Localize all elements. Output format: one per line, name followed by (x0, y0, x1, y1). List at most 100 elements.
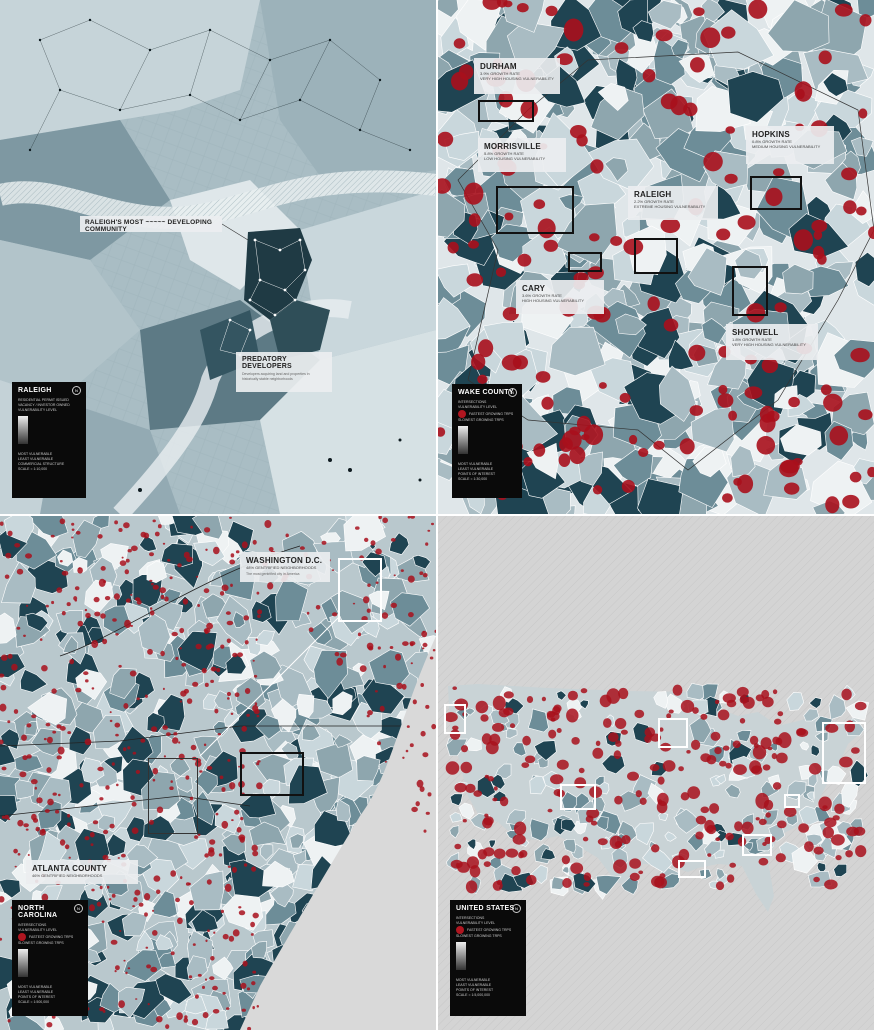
growth-dot (589, 233, 600, 242)
growth-dot (412, 699, 417, 705)
growth-dot (216, 667, 221, 673)
growth-dot (498, 90, 514, 108)
growth-dot (91, 640, 99, 648)
growth-dot (59, 518, 66, 525)
tract-shape (184, 995, 207, 1015)
growth-dot (204, 527, 211, 533)
morrisville-callout: MORRISVILLE 5.8% GROWTH RATE LOW HOUSING… (478, 138, 566, 172)
growth-dot (217, 733, 221, 736)
tract-shape (169, 756, 191, 777)
growth-dot (583, 872, 592, 881)
legend-item: INTERSECTIONS (18, 923, 47, 927)
growth-dot (468, 240, 479, 249)
growth-dot (26, 754, 32, 759)
tract-shape (212, 956, 234, 980)
tract-shape (780, 424, 822, 456)
growth-dot (561, 855, 570, 865)
growth-dot (831, 834, 845, 846)
hopkins-callout: HOPKINS 0.8% GROWTH RATE MEDIUM HOUSING … (746, 126, 834, 164)
growth-dot (722, 493, 733, 503)
tract-shape (249, 650, 282, 681)
tract-shape (590, 86, 645, 141)
tract-shape (83, 882, 104, 901)
growth-dot (66, 602, 71, 607)
growth-dot (0, 896, 5, 903)
growth-dot (225, 611, 231, 615)
growth-dot (230, 583, 233, 587)
growth-dot (118, 528, 123, 532)
growth-dot (71, 528, 75, 531)
tract-shape (27, 692, 68, 726)
growth-dot (152, 930, 158, 936)
growth-dot (501, 354, 522, 371)
legend-item: INTERSECTIONS (456, 916, 485, 920)
growth-dot (438, 131, 454, 147)
connector-line (199, 615, 341, 757)
growth-dot (67, 813, 71, 818)
tract-shape (62, 635, 79, 654)
raleigh-legend-title: RALEIGH (18, 387, 52, 394)
growth-dot (370, 540, 376, 546)
growth-dot (136, 697, 140, 701)
tract-shape (664, 831, 677, 842)
tract-shape (6, 1011, 45, 1030)
united-states-map-panel: N UNITED STATES INTERSECTIONS VULNERABIL… (438, 516, 874, 1030)
growth-dot (231, 819, 234, 822)
hopkins-focus-box (750, 176, 802, 210)
growth-dot (243, 863, 248, 867)
growth-dot (649, 764, 660, 772)
growth-dot (822, 826, 834, 839)
growth-dot (13, 709, 19, 714)
growth-dot (483, 861, 491, 867)
growth-dot (189, 796, 194, 801)
tract-shape (449, 793, 464, 806)
growth-dot (119, 930, 122, 932)
growth-dot (733, 764, 747, 775)
growth-dot (521, 762, 530, 768)
growth-dot (69, 659, 75, 665)
growth-dot (496, 0, 508, 8)
growth-dot (90, 843, 94, 846)
growth-dot (170, 951, 175, 956)
growth-dot (151, 582, 154, 586)
growth-dot (156, 806, 164, 814)
legend-item: LEAST VULNERABLE (18, 457, 54, 461)
growth-dot (395, 653, 402, 661)
tract-shape (512, 742, 527, 757)
growth-dot (422, 752, 429, 758)
red-dot-icon (458, 410, 466, 418)
growth-dot (150, 966, 158, 973)
growth-dot (152, 767, 159, 775)
legend-item: SLOWEST GROWING TRPS (18, 941, 64, 945)
growth-dot (752, 745, 767, 760)
growth-dot (832, 815, 840, 821)
growth-dot (212, 985, 218, 991)
growth-dot (756, 436, 776, 455)
growth-dot (431, 723, 436, 730)
tract-shape (642, 844, 674, 873)
growth-dot (760, 737, 772, 750)
growth-dot (177, 917, 183, 925)
tract-shape (140, 771, 181, 811)
growth-dot (118, 1000, 125, 1008)
growth-dot (784, 482, 800, 495)
growth-dot (71, 536, 74, 539)
vulnerability-gradient (456, 942, 466, 970)
growth-dot (253, 674, 258, 678)
growth-dot (420, 730, 426, 737)
growth-dot (454, 782, 467, 793)
growth-dot (438, 427, 446, 437)
tract-shape (158, 516, 177, 525)
vulnerability-gradient (18, 416, 28, 444)
growth-dot (221, 787, 226, 792)
growth-dot (89, 904, 95, 912)
growth-dot (115, 733, 119, 737)
legend-item: FASTEST GROWING TRPS (456, 926, 520, 934)
growth-dot (98, 578, 106, 587)
growth-dot (93, 596, 100, 603)
growth-dot (431, 522, 434, 526)
growth-dot (427, 792, 432, 797)
growth-dot (576, 134, 588, 147)
growth-dot (46, 767, 52, 773)
legend-item-label: FASTEST GROWING TRPS (29, 934, 74, 939)
